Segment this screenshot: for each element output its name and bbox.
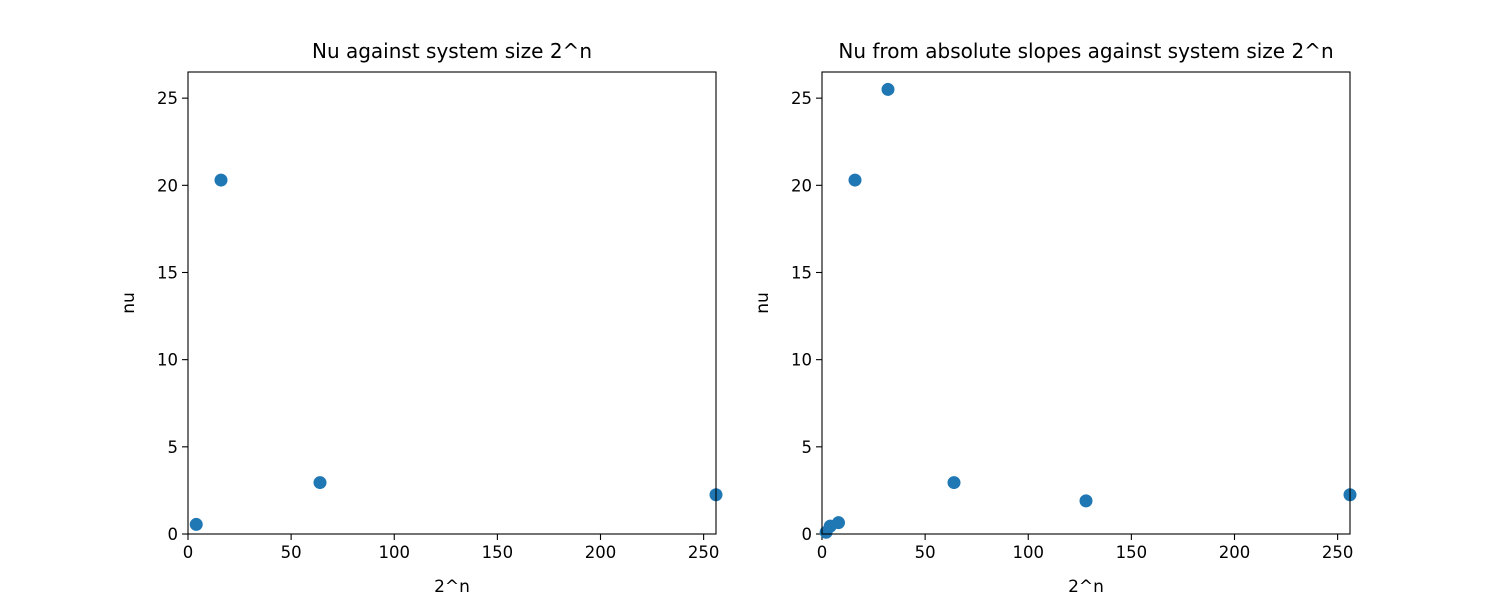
- chart-title: Nu from absolute slopes against system s…: [838, 39, 1333, 63]
- x-axis-label: 2^n: [1068, 577, 1104, 597]
- x-tick-label: 0: [183, 543, 194, 562]
- x-tick-label: 50: [281, 543, 302, 562]
- x-tick-label: 50: [915, 543, 936, 562]
- data-point: [848, 173, 862, 187]
- data-points: [819, 82, 1357, 539]
- x-tick-label: 250: [688, 543, 720, 562]
- plot-frame: [187, 71, 717, 535]
- y-tick-label: 25: [791, 89, 812, 108]
- chart-title: Nu against system size 2^n: [312, 39, 592, 63]
- data-point: [1079, 494, 1093, 508]
- data-point: [214, 173, 228, 187]
- y-tick-label: 10: [791, 351, 812, 370]
- y-tick-label: 5: [168, 438, 179, 457]
- left-chart: Nu against system size 2^n 2^n nu 0 50 100…: [119, 39, 723, 597]
- x-tick-label: 100: [379, 543, 411, 562]
- data-point: [832, 516, 845, 530]
- axis-ticks: 0 50 100 150 200 250 0 5 10 15 20 25: [157, 89, 719, 562]
- y-tick-label: 0: [168, 525, 179, 544]
- data-points: [189, 173, 723, 531]
- x-tick-label: 100: [1013, 543, 1045, 562]
- x-tick-label: 200: [585, 543, 617, 562]
- plot-frame: [821, 71, 1351, 535]
- y-axis-label: nu: [753, 292, 773, 314]
- x-tick-label: 200: [1219, 543, 1251, 562]
- y-tick-label: 5: [802, 438, 813, 457]
- data-point: [881, 82, 895, 96]
- right-chart: Nu from absolute slopes against system s…: [753, 39, 1357, 597]
- x-tick-label: 150: [1116, 543, 1148, 562]
- y-tick-label: 0: [802, 525, 813, 544]
- x-tick-label: 150: [482, 543, 514, 562]
- x-tick-label: 0: [817, 543, 828, 562]
- axis-ticks: 0 50 100 150 200 250 0 5 10 15 20 25: [791, 89, 1353, 562]
- y-tick-label: 20: [157, 176, 178, 195]
- x-axis-label: 2^n: [434, 577, 470, 597]
- y-tick-label: 25: [157, 89, 178, 108]
- y-axis-label: nu: [119, 292, 139, 314]
- y-tick-label: 20: [791, 176, 812, 195]
- data-point: [313, 476, 327, 490]
- data-point: [947, 476, 961, 490]
- y-tick-label: 15: [791, 263, 812, 282]
- y-tick-label: 10: [157, 351, 178, 370]
- data-point: [189, 517, 203, 531]
- x-tick-label: 250: [1322, 543, 1354, 562]
- y-tick-label: 15: [157, 263, 178, 282]
